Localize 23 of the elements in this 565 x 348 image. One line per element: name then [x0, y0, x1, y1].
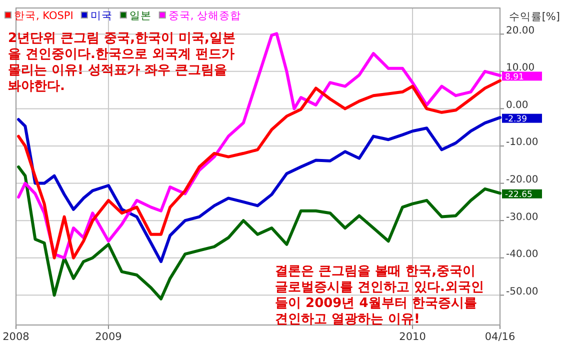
- x-tick-label: 2008: [2, 331, 30, 343]
- x-tick-label: 2009: [95, 331, 122, 343]
- legend-label: 한국, KOSPI: [14, 10, 74, 22]
- y-tick-label: 20.00: [506, 25, 535, 36]
- y-tick-label: 0.00: [506, 100, 528, 111]
- data-label: -22.65: [505, 190, 532, 200]
- y-tick-label: -40.00: [506, 249, 538, 260]
- y-tick-label: -10.00: [506, 137, 538, 148]
- x-tick-label: 04/16: [484, 331, 516, 343]
- data-label: 8.91: [505, 72, 524, 82]
- annotation: 2년단위 큰그림 중국,한국이 미국,일본을 견인중이다.한국으로 외국계 펀드가 몰리는 이유! 성적표가 좌우 큰그림을 봐야한다.: [8, 31, 240, 94]
- y-tick-label: -30.00: [506, 212, 538, 223]
- legend-label: 일본: [129, 10, 152, 22]
- y-tick-label: -50.00: [506, 286, 538, 298]
- legend-label: 중국, 상해종합: [168, 10, 242, 22]
- legend-label: 미국: [90, 10, 112, 22]
- y-tick-label: 10.00: [506, 62, 535, 74]
- line-series: [17, 116, 502, 264]
- data-label: -2.39: [505, 114, 527, 124]
- x-tick-label: 2010: [399, 331, 426, 343]
- y-tick-label: -20.00: [506, 174, 538, 186]
- y-axis-title: 수익률[%]: [508, 11, 560, 23]
- annotation: 결론은 큰그림을 볼때 한국,중국이 글로벌증시를 견인하고 있다.외국인들이 2009년 4월부터 한국증시를 견인하고 열광하는 이유!: [275, 264, 484, 327]
